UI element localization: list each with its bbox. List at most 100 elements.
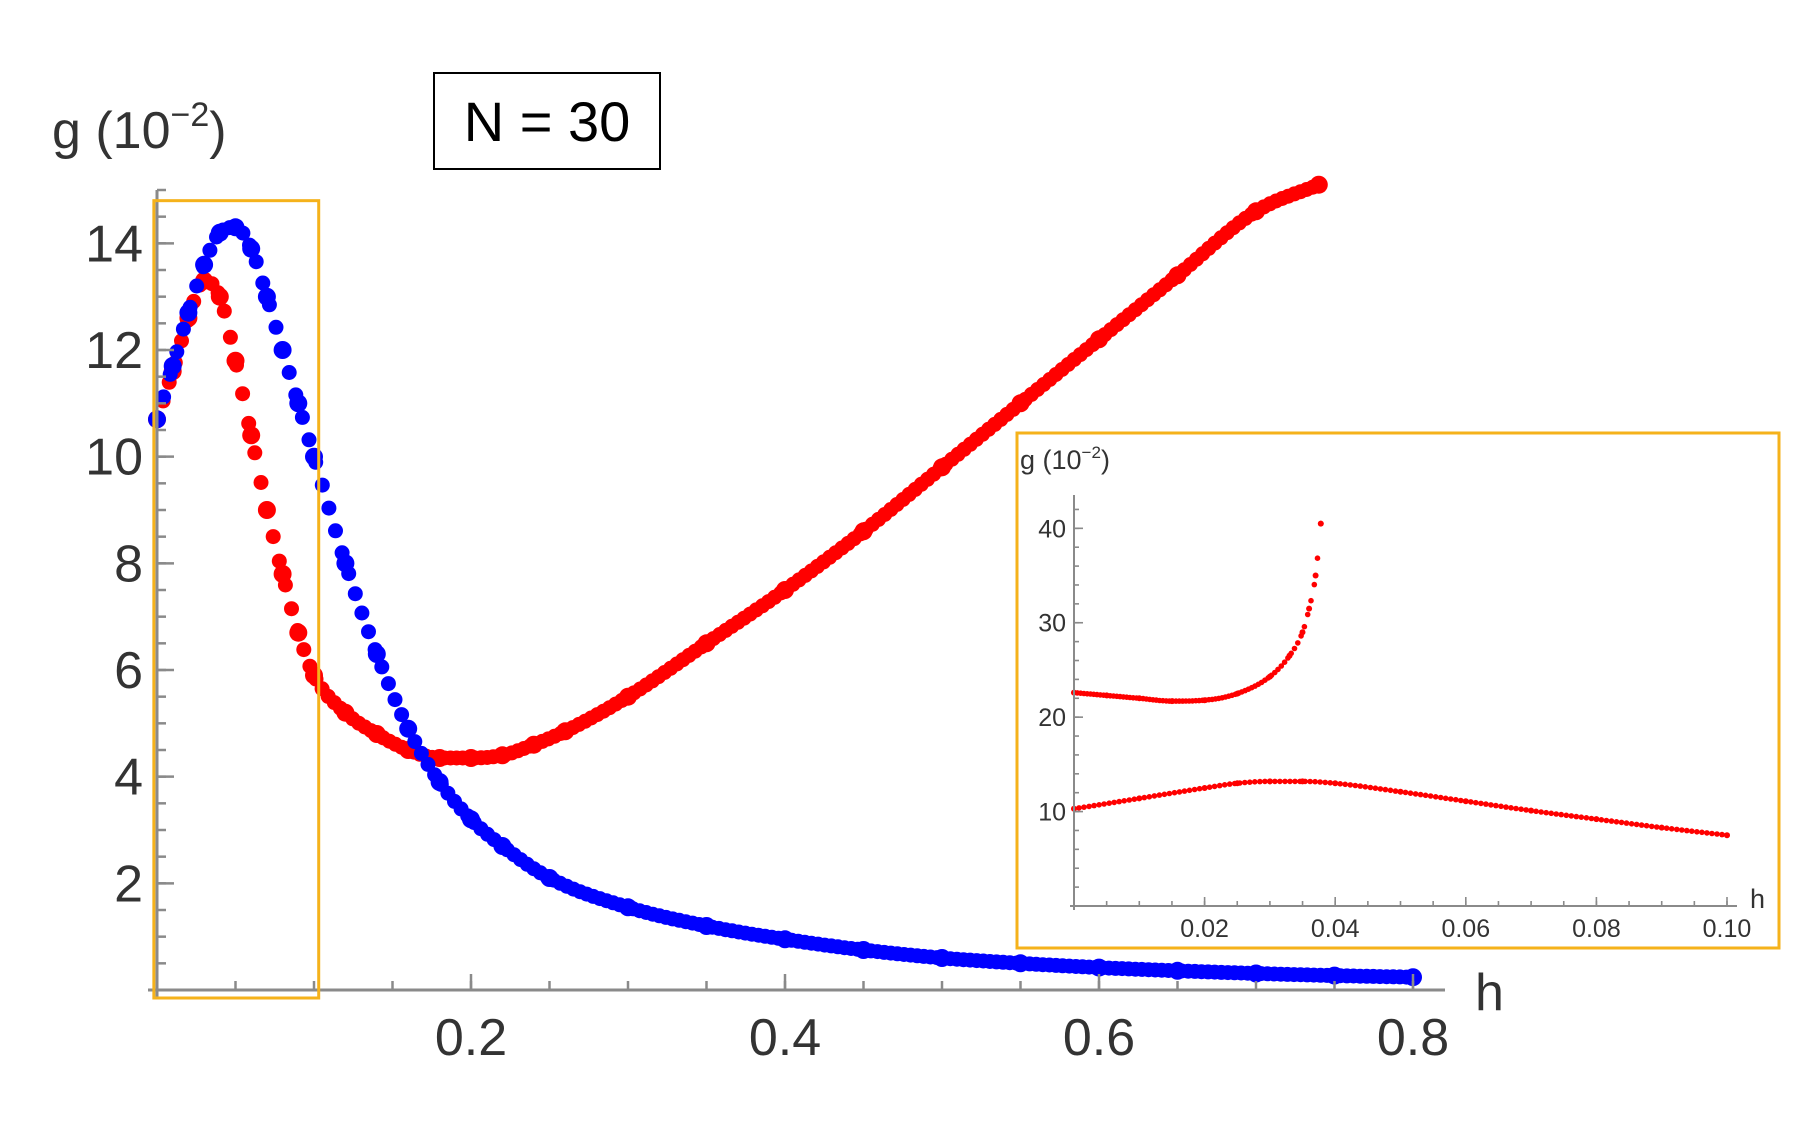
inset-series-1-point [1332,780,1338,787]
inset-series-1-point [1317,779,1323,785]
inset-series-1-point [1302,778,1308,785]
inset-series-1-point [1473,799,1479,806]
annotation-box: N = 30 [433,72,661,170]
inset-series-0-point [1308,597,1314,604]
main-series-0-point [277,577,293,593]
inset-series-1-point [1226,781,1233,787]
inset-x-axis-label: h [1750,884,1765,914]
main-series-1-point [301,432,317,448]
inset-series-1-point [1653,824,1660,830]
main-series-0-point [235,386,251,402]
inset-series-1-point [1086,803,1092,810]
inset-series-1-point [1282,778,1288,785]
main-tick-labels: 0.2 0.4 0.6 0.8 2 4 6 8 10 12 14 [85,215,1449,1067]
inset-series-1-point [1523,807,1529,813]
main-series-1-point [182,299,198,315]
inset-series-1-point [1257,778,1263,785]
inset-series-1-point [1242,779,1248,786]
inset-series-1-point [1709,830,1715,837]
inset-series-1-point [1252,779,1258,785]
inset-series-1-point [1618,819,1625,826]
main-series-1-point [387,692,403,708]
inset-series-1-point [1714,831,1720,837]
inset-series-1-point [1538,809,1544,815]
main-y-axis-exponent: −2 [171,96,210,134]
inset-series-1-point [1568,813,1575,819]
inset-series-1-point [1277,778,1283,785]
inset-series-0-point [1295,640,1301,646]
main-series-0-point [253,475,269,490]
inset-series-1-point [1422,792,1429,799]
inset-series-1-point [1307,778,1313,785]
inset-series-1-point [1136,795,1143,802]
main-series-1-point [407,734,423,750]
inset-data-marks [1071,520,1730,839]
inset-series-1-point [1206,784,1213,790]
inset-frame [1015,431,1781,950]
inset-x-tick-label: 0.06 [1441,915,1490,943]
inset-series-1-point [1623,820,1630,826]
inset-series-0-point [1285,655,1291,661]
main-series-1 [148,218,1422,987]
main-series-1-point [261,297,277,313]
inset-series-1-point [1548,810,1554,817]
inset-series-1-point [1478,800,1484,807]
inset-series-1-point [1437,794,1444,801]
main-series-0-point [284,601,299,617]
inset-series-1-point [1342,781,1348,788]
inset-series-1-point [1191,786,1198,793]
inset-series-1-point [1668,826,1675,832]
inset-series-1-point [1633,821,1640,828]
main-series-1-point [354,605,370,621]
inset-series-0-point [1278,663,1285,669]
inset-series-1-point [1643,822,1650,829]
inset-series-1-point [1563,812,1570,819]
inset-y-axis-exponent: −2 [1082,443,1101,462]
inset-series-1-point [1156,792,1163,798]
main-series-1-point [275,342,291,358]
inset-series-1-point [1231,780,1238,787]
inset-series-1-point [1091,802,1097,809]
inset-series-1-point [1578,814,1585,820]
inset-series-1-point [1674,826,1680,833]
inset-series-1-point [1648,823,1655,830]
inset-series-1-point [1372,785,1379,791]
highlight-box [152,199,321,1000]
inset-series-1-point [1468,799,1474,805]
inset-series-1-point [1442,795,1449,802]
inset-series-1-point [1247,779,1253,785]
main-series-0-point [241,415,257,431]
inset-series-1-point [1407,790,1414,796]
inset-series-1-point [1196,785,1203,792]
inset-series-1-point [1362,784,1369,790]
main-y-tick-label: 6 [114,642,143,700]
inset-axes [1070,495,1737,910]
inset-series-1-point [1628,821,1635,827]
inset-series-1-point [1377,786,1384,792]
inset-series-1-point [1528,807,1534,814]
annotation-text: N = 30 [464,90,631,153]
inset-series-1-point [1237,780,1243,786]
inset-series-1-point [1724,832,1730,838]
inset-series-1-point [1543,809,1549,816]
inset-y-axis-label: g (10−2) [1020,443,1110,475]
inset-series-1-point [1081,804,1087,810]
inset-series-0-point [1311,581,1318,588]
inset-series-1-point [1608,818,1615,824]
inset-series-1-point [1558,811,1564,818]
main-series-1-point [361,624,376,640]
inset-series-1-point [1146,794,1153,800]
main-ticks [157,188,1415,990]
main-y-tick-label: 14 [85,215,143,273]
inset-series-1-point [1432,794,1439,800]
inset-series-1-point [1694,829,1700,835]
inset-series-0-point [1314,555,1321,561]
main-series-0-anchor-point [242,426,261,445]
inset-series-1-point [1201,785,1208,791]
main-series-1-point [308,454,324,470]
inset-series-1-point [1382,786,1389,793]
inset-series-1-point [1076,805,1082,811]
main-axes [148,190,1445,998]
inset-series-1-point [1397,789,1404,795]
main-y-tick-label: 10 [85,429,143,487]
